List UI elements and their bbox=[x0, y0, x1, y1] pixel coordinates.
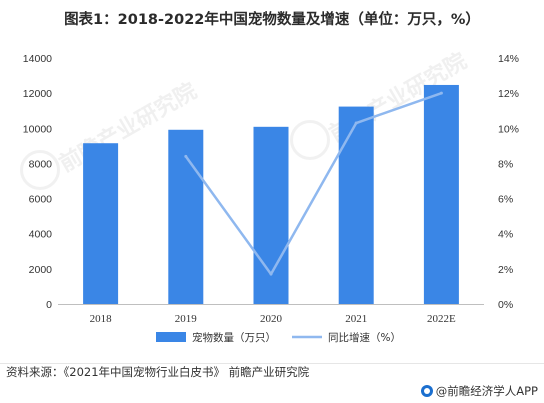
legend-bar-label: 宠物数量（万只） bbox=[192, 331, 276, 344]
brand-text: @前瞻经济学人APP bbox=[435, 384, 538, 398]
source-note: 资料来源：《2021年中国宠物行业白皮书》 前瞻产业研究院 bbox=[6, 365, 310, 379]
y-left-tick-label: 8000 bbox=[29, 158, 53, 170]
y-right-tick-label: 6% bbox=[498, 194, 513, 206]
y-left-tick-label: 12000 bbox=[23, 88, 52, 100]
legend-line-label: 同比增速（%） bbox=[328, 331, 401, 344]
y-left-tick-label: 4000 bbox=[29, 229, 53, 241]
y-left-tick-label: 0 bbox=[46, 299, 52, 311]
y-right-tick-label: 14% bbox=[498, 53, 519, 65]
y-right-tick-label: 8% bbox=[498, 158, 513, 170]
footer-divider bbox=[0, 363, 544, 364]
x-tick-label: 2022E bbox=[427, 313, 456, 325]
line-point bbox=[184, 154, 188, 158]
line-point bbox=[269, 272, 273, 276]
x-tick-label: 2018 bbox=[90, 313, 113, 325]
chart-title: 图表1：2018-2022年中国宠物数量及增速（单位：万只，%） bbox=[64, 12, 480, 28]
brand-credit: @前瞻经济学人APP bbox=[420, 383, 538, 399]
x-tick-label: 2019 bbox=[175, 313, 198, 325]
y-left-tick-label: 6000 bbox=[29, 194, 53, 206]
y-right-tick-label: 4% bbox=[498, 229, 513, 241]
line-point bbox=[439, 91, 443, 95]
y-right-tick-label: 2% bbox=[498, 264, 513, 276]
y-right-tick-label: 10% bbox=[498, 123, 519, 135]
bar bbox=[83, 143, 119, 304]
bar bbox=[168, 129, 204, 304]
y-left-tick-label: 14000 bbox=[23, 53, 52, 65]
legend-bar-swatch bbox=[156, 332, 186, 342]
y-left-tick-label: 10000 bbox=[23, 123, 52, 135]
y-left-tick-label: 2000 bbox=[29, 264, 53, 276]
x-tick-label: 2020 bbox=[260, 313, 283, 325]
brand-logo-icon bbox=[420, 385, 433, 397]
bar bbox=[338, 106, 374, 305]
chart-area: 0 2000 4000 6000 8000 10000 12000 14000 0% 2% 4% 6%… bbox=[23, 53, 519, 344]
x-tick-label: 2021 bbox=[345, 313, 367, 325]
line-point bbox=[354, 121, 358, 125]
bar bbox=[423, 84, 459, 304]
y-right-tick-label: 0% bbox=[498, 299, 513, 311]
bar bbox=[253, 126, 289, 304]
y-right-tick-label: 12% bbox=[498, 88, 519, 100]
growth-line bbox=[184, 91, 442, 276]
